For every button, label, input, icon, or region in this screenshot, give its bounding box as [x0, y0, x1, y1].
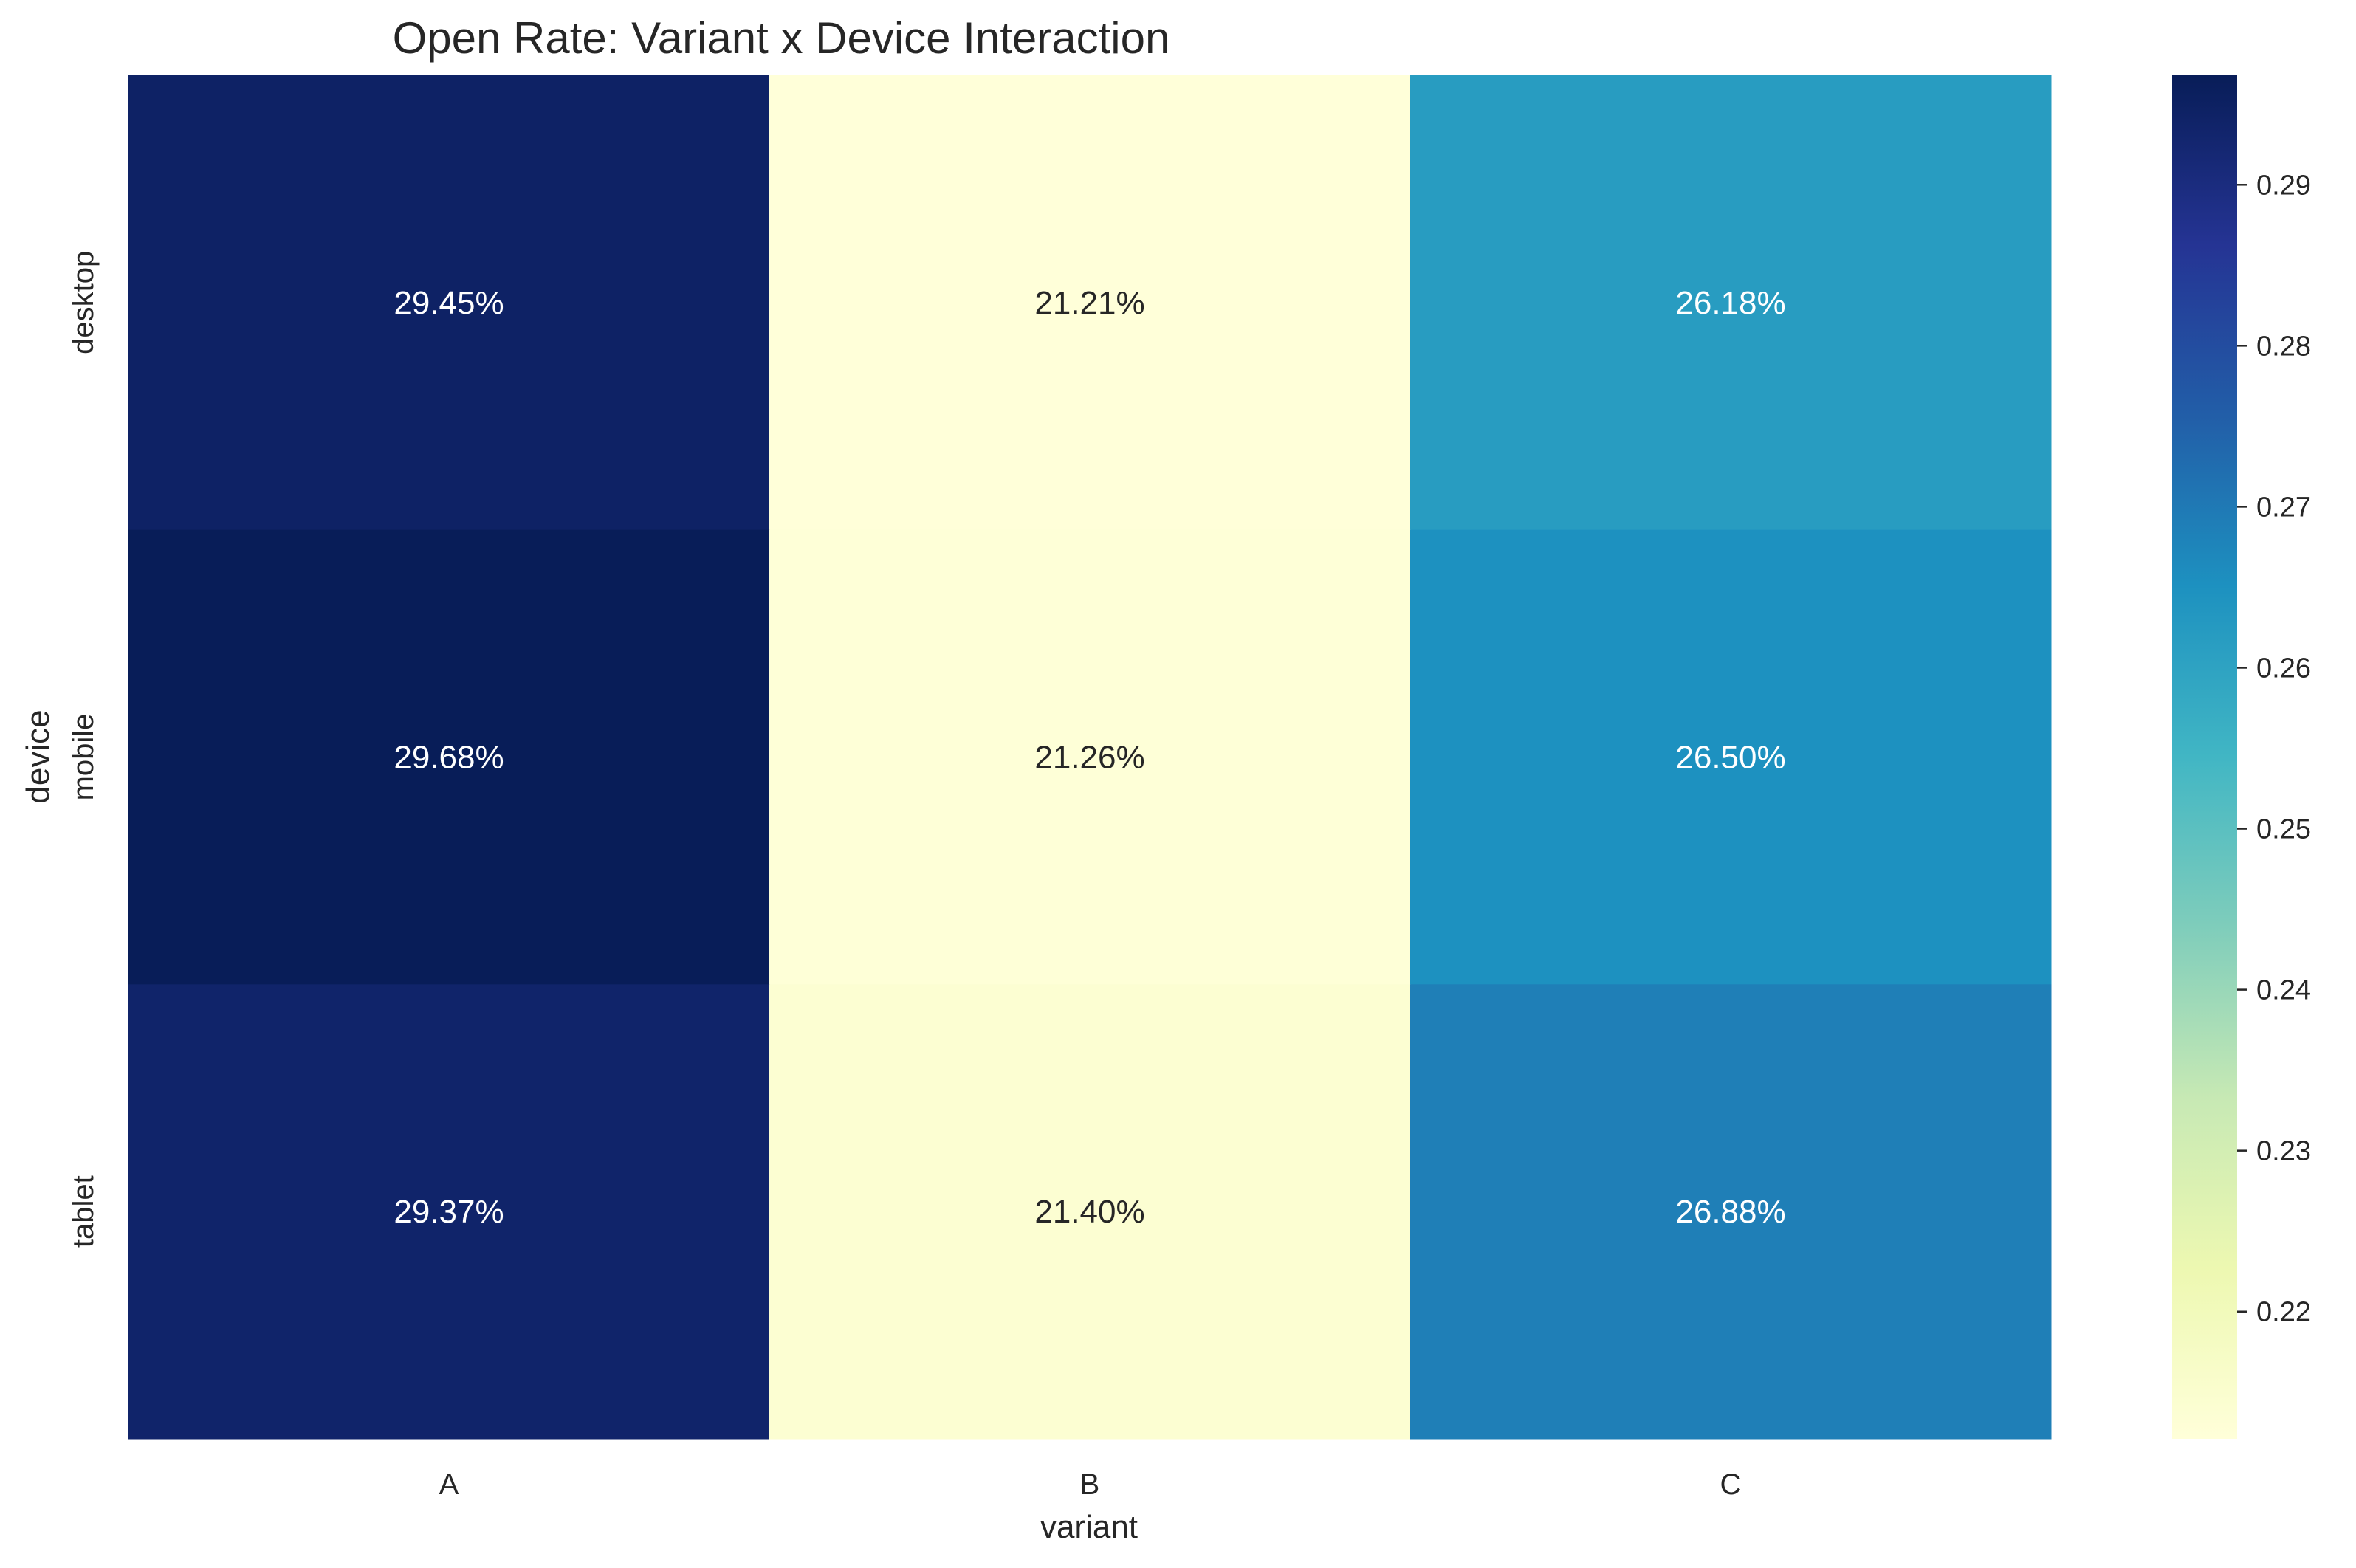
colorbar-tick-label: 0.28: [2256, 331, 2311, 362]
y-tick-label: desktop: [67, 251, 100, 354]
heatmap-cell-mobile-B: [769, 529, 1411, 985]
heatmap-cell-tablet-B: [769, 984, 1411, 1440]
cell-value-label: 21.26%: [1034, 740, 1144, 776]
x-tick-label: B: [1080, 1468, 1100, 1501]
colorbar-tick-label: 0.22: [2256, 1297, 2311, 1328]
heatmap-cell-desktop-A: [128, 75, 770, 531]
cell-value-label: 26.50%: [1675, 740, 1785, 776]
heatmap-cell-mobile-C: [1410, 529, 2052, 985]
cell-value-label: 29.37%: [394, 1194, 504, 1230]
chart-title: Open Rate: Variant x Device Interaction: [393, 13, 1170, 63]
x-axis-ticks: A B C: [439, 1468, 1742, 1501]
y-tick-label: mobile: [67, 714, 100, 801]
cell-value-label: 29.68%: [394, 740, 504, 776]
heatmap-cell-desktop-C: [1410, 75, 2052, 531]
cell-value-label: 26.88%: [1675, 1194, 1785, 1230]
x-tick-label: C: [1720, 1468, 1742, 1501]
heatmap-cell-mobile-A: [128, 529, 770, 985]
colorbar-tick-label: 0.27: [2256, 492, 2311, 523]
colorbar-tick-label: 0.25: [2256, 814, 2311, 845]
y-axis-ticks: desktop mobile tablet: [67, 251, 100, 1248]
colorbar-tick-label: 0.29: [2256, 170, 2311, 201]
heatmap-cell-tablet-C: [1410, 984, 2052, 1440]
heatmap-cell-labels: 29.45% 21.21% 26.18% 29.68% 21.26% 26.50% 29.3…: [394, 285, 1785, 1230]
x-tick-label: A: [439, 1468, 459, 1501]
heatmap-cell-desktop-B: [769, 75, 1411, 531]
cell-value-label: 26.18%: [1675, 285, 1785, 321]
colorbar: [2172, 75, 2237, 1439]
heatmap-cell-tablet-A: [128, 984, 770, 1440]
colorbar-tick-label: 0.23: [2256, 1136, 2311, 1167]
y-axis-label: device: [20, 709, 56, 803]
heatmap-cells: [128, 75, 2052, 1440]
colorbar-ticks: 0.22 0.23 0.24 0.25 0.26 0.27 0.28 0.29: [2237, 170, 2311, 1328]
y-tick-label: tablet: [67, 1175, 100, 1248]
cell-value-label: 21.21%: [1034, 285, 1144, 321]
cell-value-label: 29.45%: [394, 285, 504, 321]
cell-value-label: 21.40%: [1034, 1194, 1144, 1230]
colorbar-tick-label: 0.24: [2256, 975, 2311, 1006]
x-axis-label: variant: [1040, 1509, 1138, 1545]
colorbar-tick-label: 0.26: [2256, 653, 2311, 684]
